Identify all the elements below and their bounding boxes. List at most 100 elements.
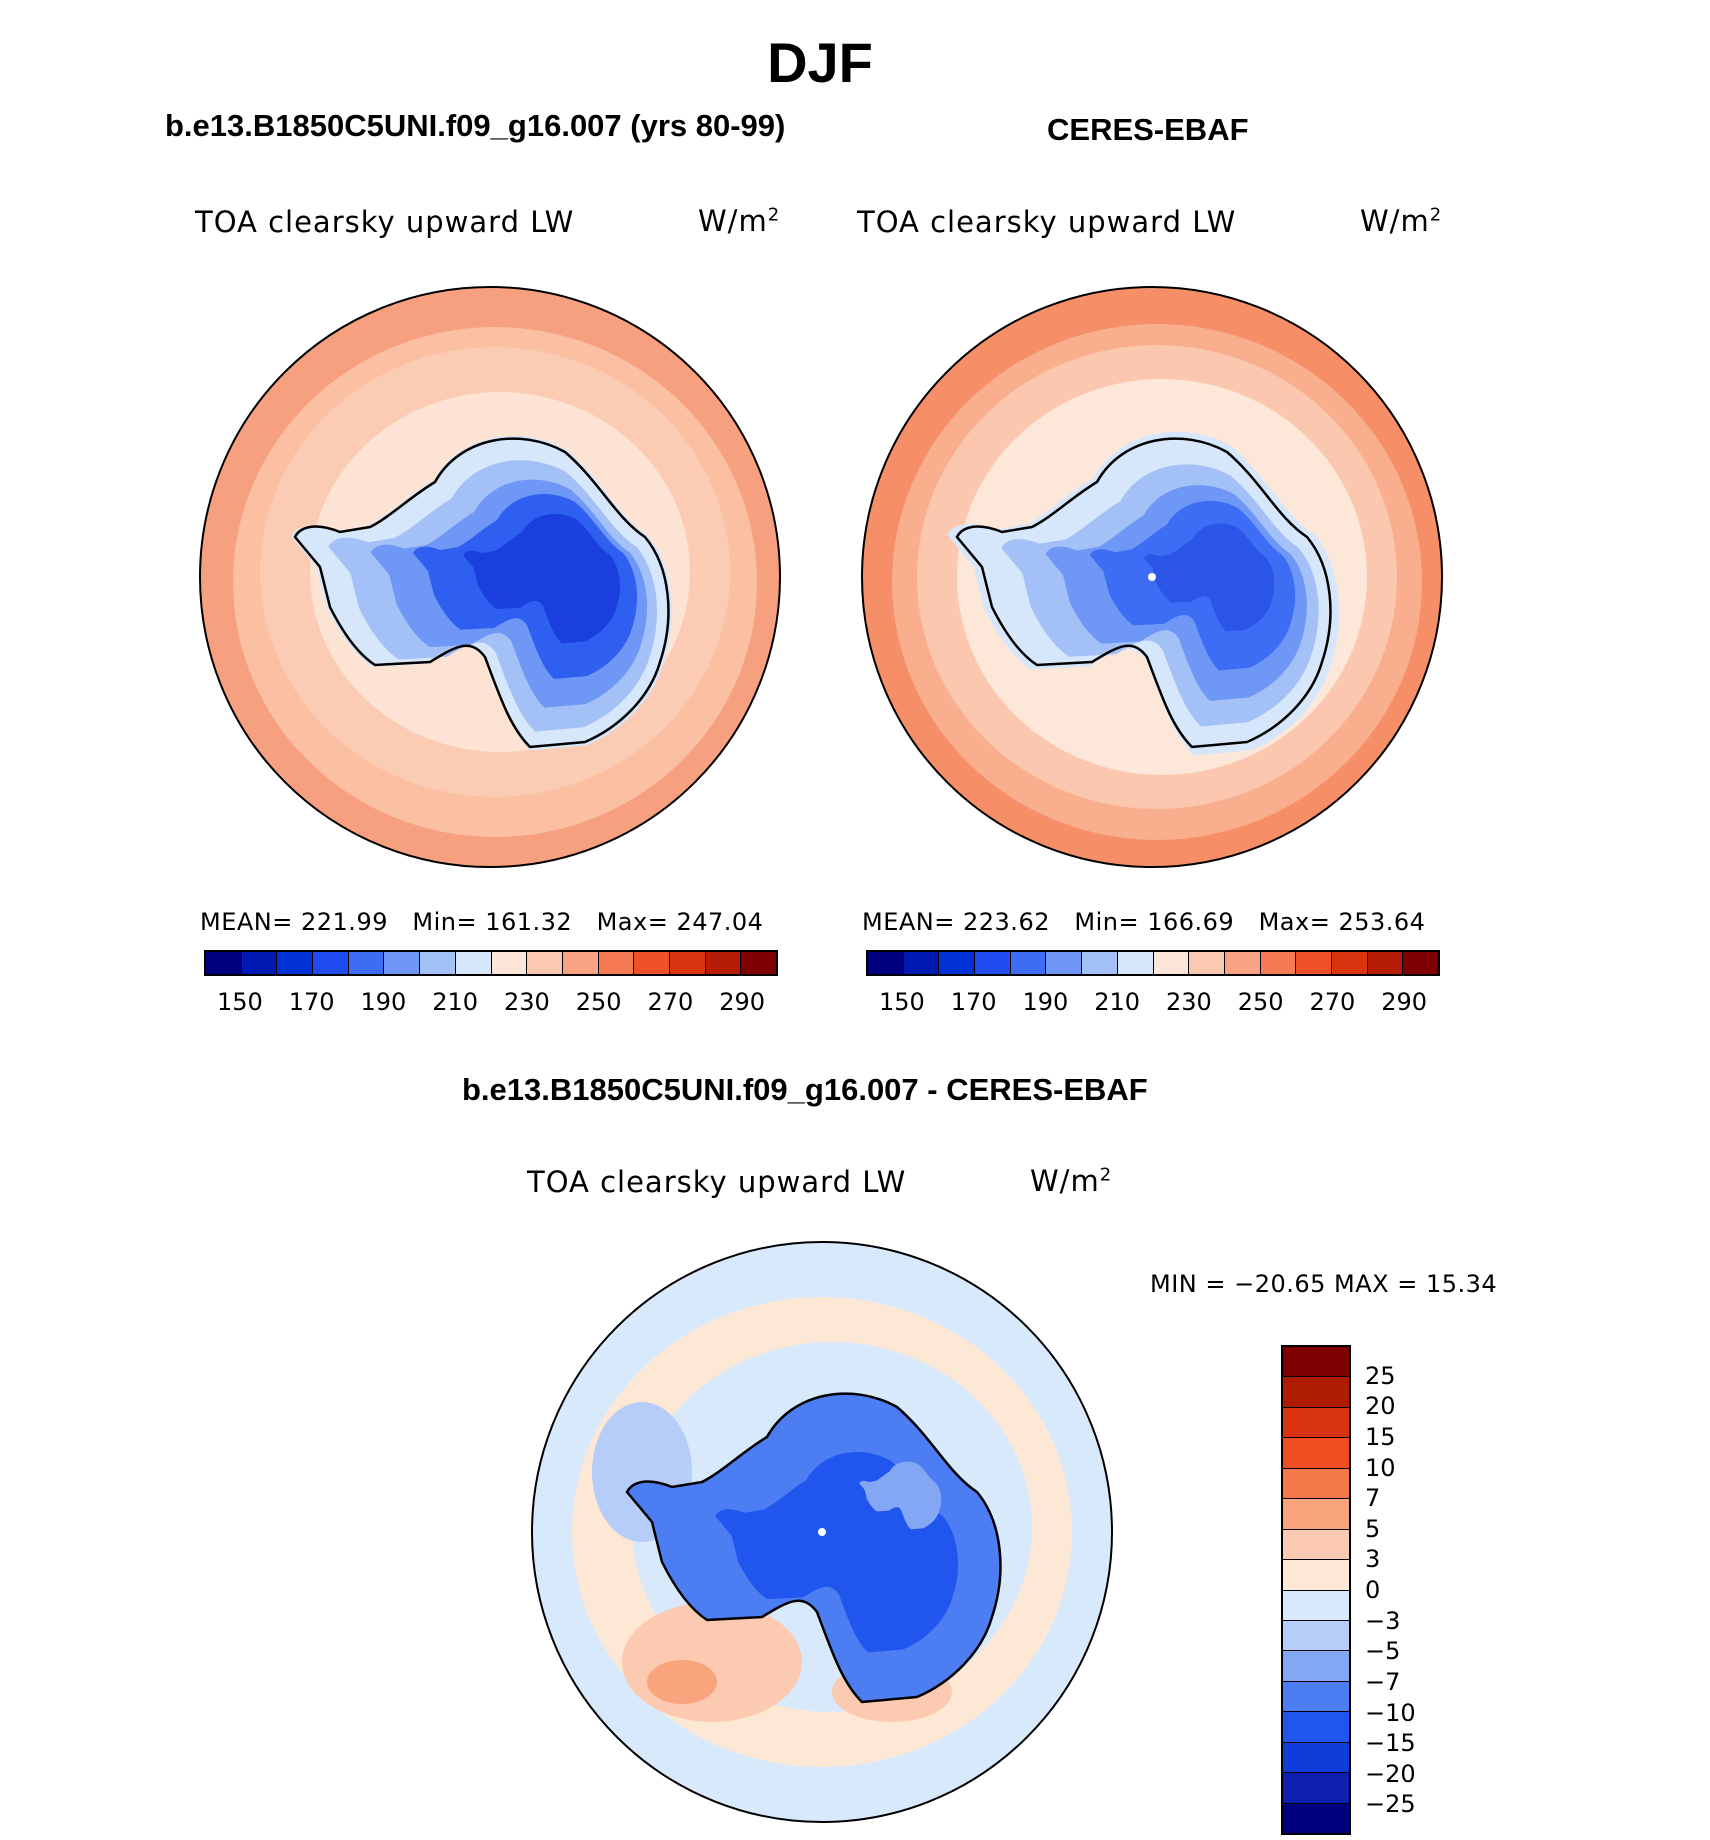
left-colorbar-tick-label: 190 xyxy=(360,988,407,1016)
diff-colorbar-tick-label: −20 xyxy=(1365,1759,1416,1788)
right-colorbar-tick-label: 230 xyxy=(1165,988,1212,1016)
left-colorbar-swatch xyxy=(384,952,421,974)
diff-colorbar-swatch xyxy=(1283,1499,1349,1530)
right-colorbar-tick-label: 290 xyxy=(1381,988,1428,1016)
left-colorbar-tick-label: 270 xyxy=(647,988,694,1016)
right-units-label: W/m2 xyxy=(1360,204,1443,238)
diff-colorbar-tick-label: 20 xyxy=(1365,1392,1396,1421)
left-colorbar-swatch xyxy=(206,952,242,974)
diff-map-warm-patch-2 xyxy=(647,1660,717,1704)
left-colorbar-tick-label: 230 xyxy=(503,988,550,1016)
right-map-pole-dot xyxy=(1148,573,1156,581)
left-colorbar-tick-label: 250 xyxy=(575,988,622,1016)
diff-units-label: W/m2 xyxy=(1030,1164,1113,1198)
diff-colorbar-swatch xyxy=(1283,1712,1349,1743)
right-map xyxy=(861,286,1443,868)
right-colorbar-swatch xyxy=(1153,952,1190,974)
right-colorbar-swatch xyxy=(1189,952,1225,974)
right-panel-title: CERES-EBAF xyxy=(1047,112,1249,147)
left-colorbar-swatch xyxy=(348,952,385,974)
left-colorbar-swatch xyxy=(241,952,278,974)
diff-colorbar-tick-label: −5 xyxy=(1365,1637,1401,1666)
diff-colorbar-swatch xyxy=(1283,1681,1349,1713)
left-colorbar-swatch xyxy=(634,952,670,974)
diff-map xyxy=(531,1241,1113,1823)
left-colorbar-swatch xyxy=(313,952,349,974)
right-colorbar-swatch xyxy=(975,952,1011,974)
right-colorbar-swatch xyxy=(868,952,904,974)
diff-colorbar xyxy=(1281,1345,1351,1835)
right-colorbar-swatch xyxy=(1117,952,1154,974)
diff-colorbar-swatch xyxy=(1283,1773,1349,1804)
right-colorbar-swatch xyxy=(1010,952,1047,974)
diff-colorbar-swatch xyxy=(1283,1620,1349,1652)
page-title: DJF xyxy=(767,31,873,94)
left-colorbar-swatch xyxy=(741,952,776,974)
left-colorbar-swatch xyxy=(669,952,706,974)
diff-colorbar-swatch xyxy=(1283,1438,1349,1469)
diff-colorbar-swatch xyxy=(1283,1529,1349,1561)
right-colorbar-ticks: 150 170 190 210 230 250 270 290 xyxy=(866,988,1440,1018)
right-colorbar-swatch xyxy=(1367,952,1404,974)
diff-colorbar-swatch xyxy=(1283,1407,1349,1439)
diff-colorbar-swatch xyxy=(1283,1651,1349,1682)
diff-colorbar-tick-label: 3 xyxy=(1365,1545,1381,1574)
left-colorbar xyxy=(204,950,778,976)
left-colorbar-swatch xyxy=(455,952,492,974)
right-colorbar-swatch xyxy=(1082,952,1118,974)
left-colorbar-tick-label: 290 xyxy=(719,988,766,1016)
diff-colorbar-swatch xyxy=(1283,1742,1349,1774)
right-stats: MEAN= 223.62 Min= 166.69 Max= 253.64 xyxy=(862,908,1426,936)
right-colorbar-tick-label: 270 xyxy=(1309,988,1356,1016)
left-colorbar-swatch xyxy=(705,952,742,974)
diff-colorbar-tick-label: −15 xyxy=(1365,1729,1416,1758)
diff-colorbar-tick-label: 0 xyxy=(1365,1576,1381,1604)
left-stats: MEAN= 221.99 Min= 161.32 Max= 247.04 xyxy=(200,908,764,936)
right-variable-label: TOA clearsky upward LW xyxy=(857,205,1237,239)
right-colorbar-tick-label: 210 xyxy=(1094,988,1141,1016)
diff-colorbar-swatch xyxy=(1283,1590,1349,1621)
diff-map-pole-dot xyxy=(818,1528,826,1536)
diff-colorbar-ticks: 25 20 15 10 7 5 3 0 −3 −5 −7 −10 −15 −20 −25 xyxy=(1365,1345,1485,1835)
diff-colorbar-swatch xyxy=(1283,1560,1349,1591)
diff-colorbar-tick-label: 25 xyxy=(1365,1361,1396,1390)
diff-variable-label: TOA clearsky upward LW xyxy=(527,1165,907,1199)
left-colorbar-swatch xyxy=(527,952,563,974)
diff-colorbar-tick-label: −7 xyxy=(1365,1667,1401,1696)
right-colorbar-swatch xyxy=(1296,952,1332,974)
right-colorbar-swatch xyxy=(1403,952,1438,974)
left-units-label: W/m2 xyxy=(698,204,781,238)
diff-colorbar-tick-label: 10 xyxy=(1365,1453,1396,1482)
right-colorbar-tick-label: 190 xyxy=(1022,988,1069,1016)
left-map xyxy=(199,286,781,868)
right-colorbar-swatch xyxy=(903,952,940,974)
left-colorbar-swatch xyxy=(420,952,456,974)
right-colorbar-tick-label: 250 xyxy=(1237,988,1284,1016)
diff-colorbar-tick-label: 5 xyxy=(1365,1514,1381,1543)
diff-colorbar-swatch xyxy=(1283,1468,1349,1500)
right-colorbar-swatch xyxy=(1260,952,1297,974)
left-variable-label: TOA clearsky upward LW xyxy=(195,205,575,239)
right-colorbar-swatch xyxy=(939,952,976,974)
left-colorbar-tick-label: 170 xyxy=(288,988,335,1016)
right-map-boundary xyxy=(861,286,1443,868)
diff-panel-title: b.e13.B1850C5UNI.f09_g16.007 - CERES-EBA… xyxy=(462,1072,1148,1107)
left-colorbar-swatch xyxy=(562,952,599,974)
right-colorbar-tick-label: 150 xyxy=(878,988,925,1016)
left-colorbar-ticks: 150 170 190 210 230 250 270 290 xyxy=(204,988,778,1018)
diff-map-boundary xyxy=(531,1241,1113,1823)
right-colorbar xyxy=(866,950,1440,976)
diff-minmax: MIN = −20.65 MAX = 15.34 xyxy=(1150,1270,1498,1298)
diff-colorbar-tick-label: −10 xyxy=(1365,1698,1416,1727)
diff-colorbar-tick-label: 15 xyxy=(1365,1422,1396,1451)
left-panel-title: b.e13.B1850C5UNI.f09_g16.007 (yrs 80-99) xyxy=(165,108,786,143)
diff-colorbar-swatch xyxy=(1283,1347,1349,1378)
right-colorbar-swatch xyxy=(1224,952,1261,974)
right-colorbar-swatch xyxy=(1046,952,1083,974)
left-colorbar-tick-label: 150 xyxy=(216,988,263,1016)
diff-colorbar-tick-label: −25 xyxy=(1365,1790,1416,1819)
diff-colorbar-tick-label: 7 xyxy=(1365,1484,1381,1513)
left-colorbar-swatch xyxy=(491,952,528,974)
diff-colorbar-swatch xyxy=(1283,1803,1349,1833)
left-map-boundary xyxy=(199,286,781,868)
